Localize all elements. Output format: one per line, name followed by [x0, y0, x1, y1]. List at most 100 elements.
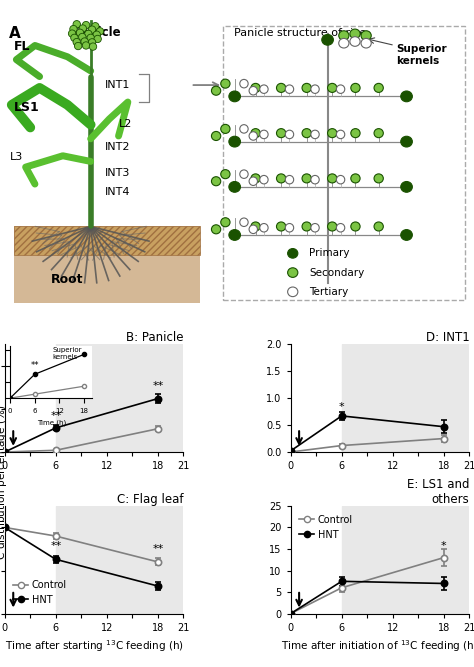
Text: A: A [9, 25, 21, 41]
X-axis label: Time after initiation of $^{13}$C feeding (h): Time after initiation of $^{13}$C feedin… [281, 638, 474, 654]
Ellipse shape [73, 39, 81, 46]
Ellipse shape [88, 26, 96, 33]
Ellipse shape [240, 125, 248, 133]
Ellipse shape [229, 136, 240, 147]
Ellipse shape [249, 177, 257, 185]
Ellipse shape [96, 27, 104, 35]
Ellipse shape [351, 174, 360, 183]
Ellipse shape [211, 177, 221, 185]
Ellipse shape [276, 174, 286, 183]
Legend: Control, HNT: Control, HNT [295, 511, 357, 544]
Text: E: LS1 and
others: E: LS1 and others [407, 478, 469, 506]
Ellipse shape [285, 175, 294, 184]
Text: L2: L2 [118, 119, 132, 129]
Ellipse shape [339, 39, 349, 48]
Ellipse shape [221, 169, 230, 179]
Ellipse shape [251, 174, 260, 183]
Text: B: Panicle: B: Panicle [126, 331, 183, 344]
Ellipse shape [351, 129, 360, 137]
Text: **: ** [152, 544, 164, 554]
Ellipse shape [82, 42, 90, 49]
Ellipse shape [337, 85, 345, 93]
Ellipse shape [311, 175, 319, 184]
Ellipse shape [276, 129, 286, 137]
Text: Root: Root [51, 273, 84, 286]
Ellipse shape [401, 181, 412, 192]
Ellipse shape [240, 170, 248, 178]
Ellipse shape [351, 83, 360, 93]
Ellipse shape [337, 223, 345, 232]
Ellipse shape [73, 21, 81, 28]
Text: C: Flag leaf: C: Flag leaf [117, 493, 183, 506]
Bar [342, 344, 469, 452]
Ellipse shape [79, 25, 86, 32]
Ellipse shape [328, 222, 337, 231]
Ellipse shape [351, 222, 360, 231]
Ellipse shape [302, 222, 311, 231]
Ellipse shape [311, 223, 319, 232]
Ellipse shape [361, 39, 371, 48]
Ellipse shape [251, 222, 260, 231]
Text: *: * [441, 541, 447, 551]
Ellipse shape [328, 129, 337, 137]
Ellipse shape [211, 225, 221, 234]
Ellipse shape [94, 35, 101, 43]
Ellipse shape [288, 267, 298, 277]
Bar [14, 227, 200, 255]
Legend: Control, HNT: Control, HNT [9, 576, 71, 609]
Ellipse shape [374, 174, 383, 183]
Ellipse shape [311, 130, 319, 139]
Ellipse shape [89, 43, 97, 50]
Ellipse shape [337, 130, 345, 139]
Text: Superior
kernels: Superior kernels [396, 44, 447, 65]
Ellipse shape [401, 91, 412, 102]
Ellipse shape [328, 174, 337, 183]
Ellipse shape [311, 85, 319, 93]
Ellipse shape [288, 287, 298, 297]
Ellipse shape [251, 83, 260, 93]
Text: L3: L3 [9, 152, 23, 162]
Ellipse shape [337, 175, 345, 184]
Text: Secondary: Secondary [309, 267, 364, 277]
Ellipse shape [361, 31, 371, 41]
Text: Panicle: Panicle [74, 25, 121, 39]
Text: INT3: INT3 [105, 167, 130, 177]
Ellipse shape [251, 129, 260, 137]
Ellipse shape [276, 83, 286, 93]
Ellipse shape [350, 29, 360, 39]
Ellipse shape [302, 83, 311, 93]
Ellipse shape [88, 39, 96, 46]
Text: *: * [339, 402, 345, 412]
Ellipse shape [229, 181, 240, 192]
Ellipse shape [374, 83, 383, 93]
Ellipse shape [322, 35, 333, 45]
Ellipse shape [229, 91, 240, 102]
Text: $^{13}$C distribution percentage (%): $^{13}$C distribution percentage (%) [0, 405, 10, 569]
Ellipse shape [82, 21, 90, 29]
Bar [342, 506, 469, 614]
Ellipse shape [401, 136, 412, 147]
Ellipse shape [374, 222, 383, 231]
Ellipse shape [93, 31, 100, 39]
Ellipse shape [285, 130, 294, 139]
Text: INT1: INT1 [105, 80, 130, 90]
Text: FL: FL [14, 40, 30, 53]
Ellipse shape [249, 131, 257, 140]
Ellipse shape [260, 85, 268, 93]
Ellipse shape [328, 83, 337, 93]
Text: **: ** [50, 541, 62, 551]
Bar [56, 506, 183, 614]
Ellipse shape [79, 33, 86, 41]
Ellipse shape [285, 85, 294, 93]
Ellipse shape [87, 34, 94, 41]
Ellipse shape [85, 30, 92, 37]
Text: D: INT1: D: INT1 [426, 331, 469, 344]
Ellipse shape [211, 131, 221, 141]
Ellipse shape [221, 124, 230, 133]
Ellipse shape [302, 174, 311, 183]
Text: Panicle structure of rice: Panicle structure of rice [234, 29, 366, 39]
Ellipse shape [260, 130, 268, 139]
Ellipse shape [374, 129, 383, 137]
Ellipse shape [240, 79, 248, 88]
Ellipse shape [74, 42, 82, 50]
